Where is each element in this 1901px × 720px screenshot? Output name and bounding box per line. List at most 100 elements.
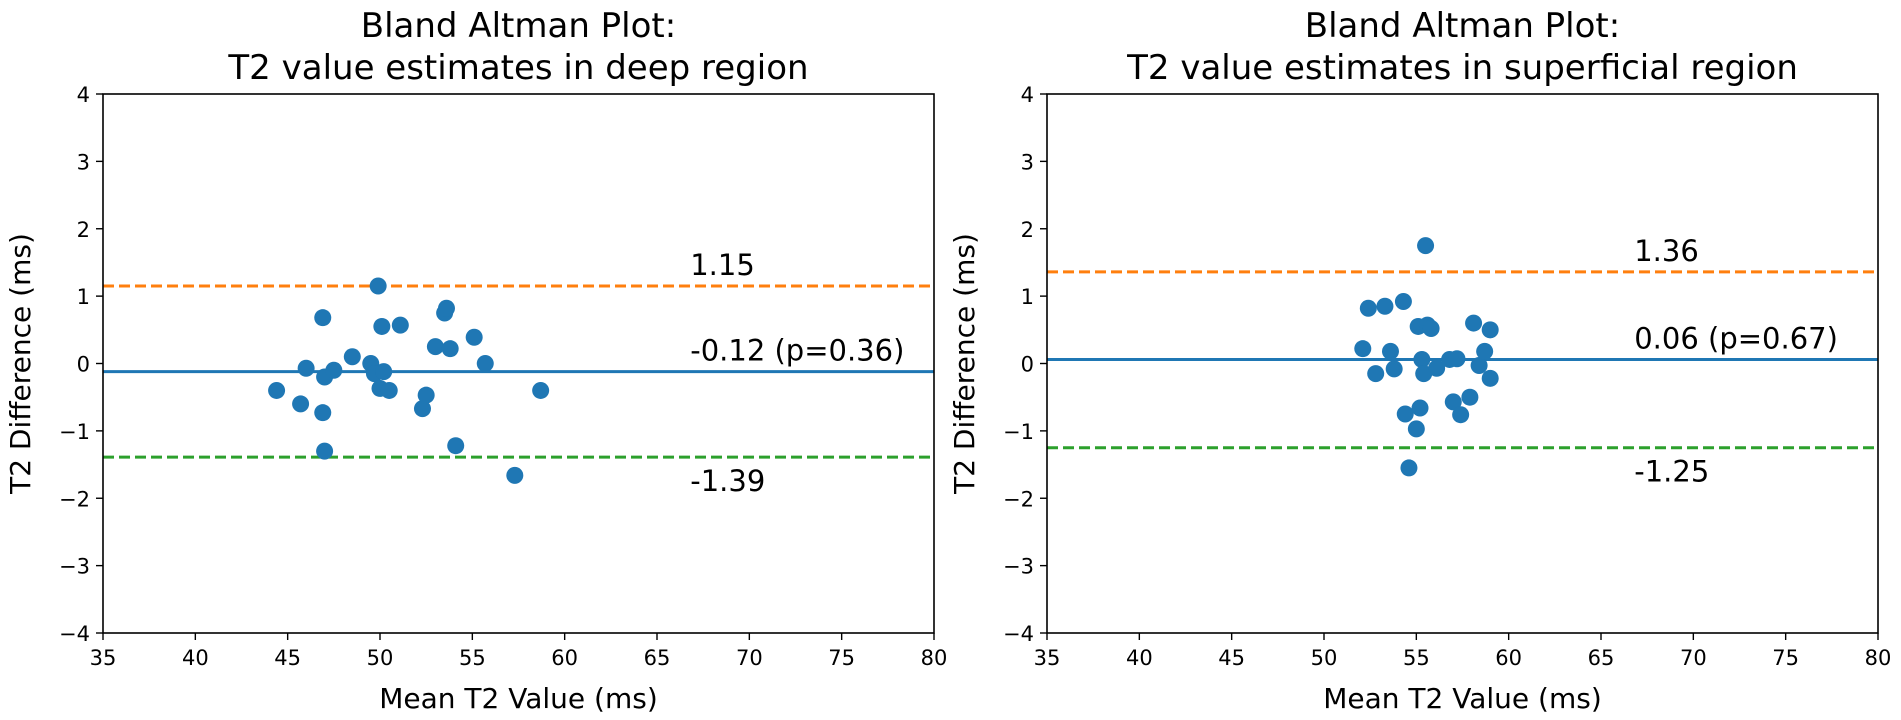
data-point: [417, 386, 435, 404]
data-point: [1428, 359, 1446, 377]
x-tick-label: 35: [1034, 646, 1061, 670]
y-tick-label: 0: [77, 353, 90, 377]
data-point: [314, 404, 332, 422]
x-tick-label: 65: [644, 646, 671, 670]
reference-line-label: 1.15: [690, 248, 755, 282]
x-tick-label: 40: [1126, 646, 1153, 670]
y-tick-label: −3: [59, 555, 90, 579]
chart-title-line: T2 value estimates in deep region: [227, 48, 808, 88]
y-axis-label: T2 Difference (ms): [4, 233, 37, 495]
data-point: [1396, 405, 1414, 423]
x-tick-label: 70: [736, 646, 763, 670]
data-point: [1407, 420, 1425, 438]
y-tick-label: −2: [59, 487, 90, 511]
data-point: [1394, 293, 1412, 311]
x-tick-label: 50: [367, 646, 394, 670]
x-tick-label: 55: [459, 646, 486, 670]
y-tick-label: 4: [77, 83, 90, 107]
y-tick-label: 2: [77, 218, 90, 242]
data-point: [532, 381, 550, 399]
data-point: [465, 328, 483, 346]
data-point: [1452, 406, 1470, 424]
data-point: [1461, 388, 1479, 406]
x-tick-label: 65: [1588, 646, 1615, 670]
x-tick-label: 60: [551, 646, 578, 670]
data-point: [268, 381, 286, 399]
reference-line-label: 1.36: [1634, 234, 1699, 268]
data-point: [447, 437, 465, 455]
y-tick-label: −1: [1003, 420, 1034, 444]
data-point: [1448, 350, 1466, 368]
data-point: [380, 381, 398, 399]
x-tick-label: 80: [1865, 646, 1892, 670]
data-point: [1481, 321, 1499, 339]
chart-title-line: Bland Altman Plot:: [1305, 6, 1620, 46]
x-tick-label: 45: [1218, 646, 1245, 670]
y-tick-label: 1: [1021, 285, 1034, 309]
data-point: [1422, 319, 1440, 337]
data-point: [1465, 314, 1483, 332]
chart-title-line: T2 value estimates in superficial region: [1126, 48, 1798, 88]
x-tick-label: 60: [1495, 646, 1522, 670]
reference-line-label: 0.06 (p=0.67): [1634, 321, 1838, 355]
data-point: [343, 348, 361, 366]
bland-altman-plot-superficial: Bland Altman Plot:T2 value estimates in …: [948, 6, 1891, 715]
reference-line-label: -1.25: [1634, 455, 1709, 489]
data-point: [1411, 399, 1429, 417]
x-tick-label: 35: [90, 646, 117, 670]
data-point: [292, 395, 310, 413]
x-tick-label: 70: [1680, 646, 1707, 670]
data-point: [1385, 360, 1403, 378]
data-point: [506, 466, 524, 484]
x-tick-label: 45: [274, 646, 301, 670]
y-tick-label: 3: [77, 150, 90, 174]
y-tick-label: 4: [1021, 83, 1034, 107]
x-tick-label: 75: [828, 646, 855, 670]
data-point: [297, 359, 315, 377]
data-point: [369, 277, 387, 295]
reference-line-label: -0.12 (p=0.36): [690, 334, 904, 368]
x-tick-label: 40: [182, 646, 209, 670]
data-point: [1415, 365, 1433, 383]
y-tick-label: −4: [1003, 622, 1034, 646]
reference-line-label: -1.39: [690, 464, 765, 498]
x-tick-label: 75: [1772, 646, 1799, 670]
x-axis-label: Mean T2 Value (ms): [379, 682, 658, 715]
x-tick-label: 80: [921, 646, 948, 670]
data-point: [1417, 237, 1435, 255]
y-tick-label: −4: [59, 622, 90, 646]
data-point: [437, 299, 455, 317]
chart-title-line: Bland Altman Plot:: [361, 6, 676, 46]
y-tick-label: −2: [1003, 487, 1034, 511]
y-tick-label: 3: [1021, 150, 1034, 174]
data-point: [314, 309, 332, 327]
y-tick-label: 1: [77, 285, 90, 309]
x-tick-label: 55: [1403, 646, 1430, 670]
data-point: [325, 361, 343, 379]
data-point: [1444, 393, 1462, 411]
data-point: [1367, 365, 1385, 383]
data-point: [1359, 299, 1377, 317]
y-tick-label: −3: [1003, 555, 1034, 579]
data-point: [316, 442, 334, 460]
data-point: [1376, 297, 1394, 315]
data-point: [1381, 342, 1399, 360]
data-point: [426, 338, 444, 356]
data-point: [1470, 357, 1488, 375]
data-point: [391, 316, 409, 334]
data-point: [441, 340, 459, 358]
x-tick-label: 50: [1311, 646, 1338, 670]
bland-altman-plot-deep: Bland Altman Plot:T2 value estimates in …: [4, 6, 947, 715]
data-point: [1476, 342, 1494, 360]
y-axis-label: T2 Difference (ms): [948, 233, 981, 495]
data-point: [373, 317, 391, 335]
data-point: [413, 400, 431, 418]
data-point: [476, 355, 494, 372]
data-point: [1413, 350, 1431, 368]
data-point: [375, 363, 393, 381]
x-axis-label: Mean T2 Value (ms): [1323, 682, 1602, 715]
data-point: [1354, 340, 1372, 358]
y-tick-label: −1: [59, 420, 90, 444]
y-tick-label: 0: [1021, 353, 1034, 377]
